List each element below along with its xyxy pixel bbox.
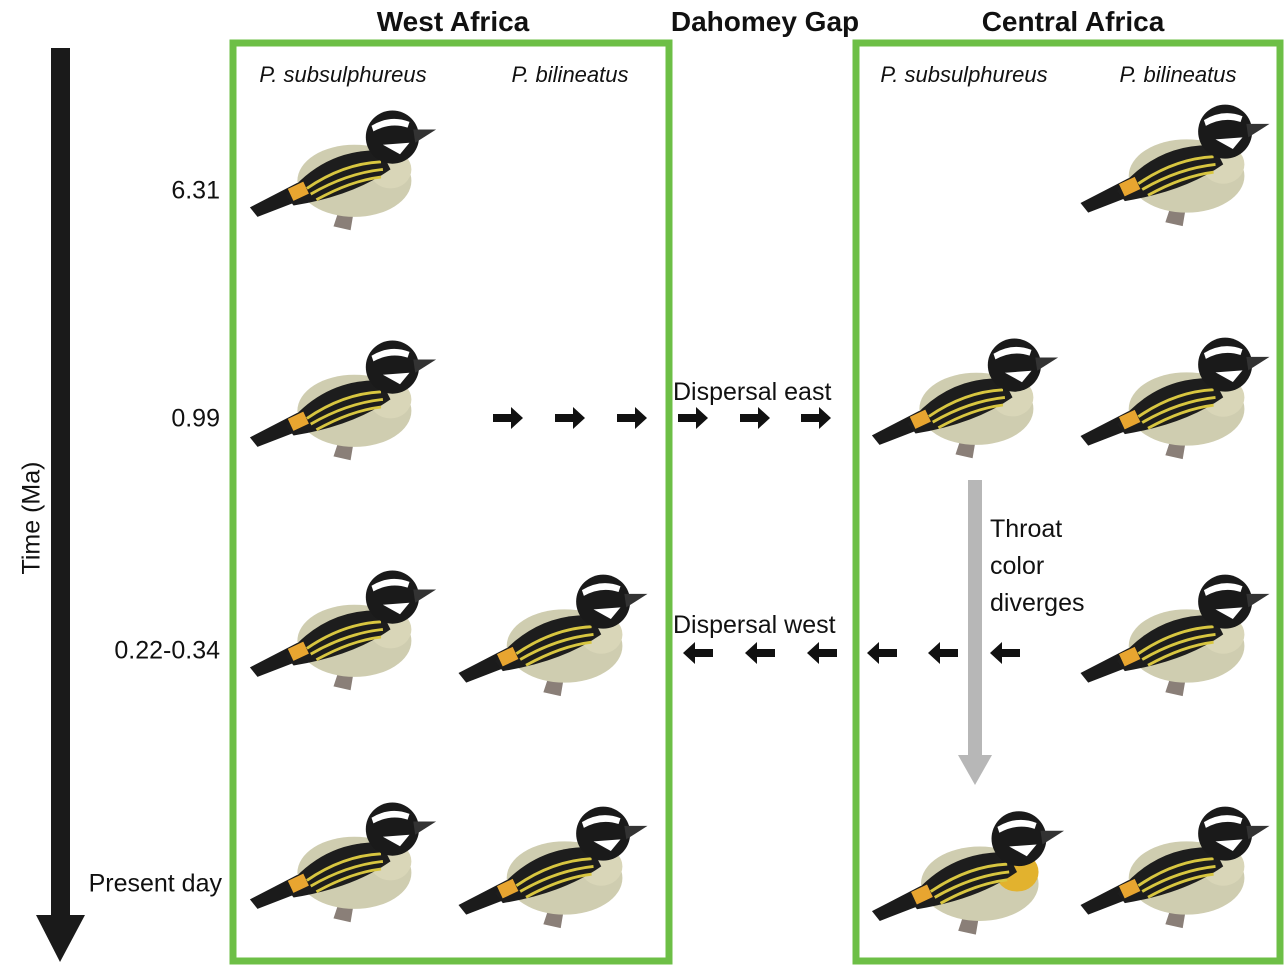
species-label: P. subsulphureus [259,62,426,87]
time-label: Present day [89,870,223,898]
bird [870,337,1060,460]
bird [457,573,649,698]
bird [870,809,1066,937]
species-label: P. subsulphureus [880,62,1047,87]
bird [1079,573,1271,698]
annotation: diverges [990,589,1085,617]
bird [1079,103,1271,228]
annotation: Throat [990,515,1062,543]
region-box [229,39,673,965]
species-label: P. bilineatus [511,62,628,87]
species-label: P. bilineatus [1119,62,1236,87]
bird [248,339,438,462]
time-label: 0.22-0.34 [114,637,220,665]
annotation: Dispersal east [673,378,831,406]
region-title: Central Africa [982,6,1165,37]
divergence-arrow [968,480,982,755]
bird [248,109,438,232]
region-title: Dahomey Gap [671,6,859,37]
divergence-arrowhead [958,755,992,785]
bird [248,569,438,692]
region-box [852,39,1284,965]
bird [1079,336,1271,461]
bird [248,801,438,924]
time-label: 0.99 [171,405,220,433]
bird [1079,805,1271,930]
annotation: Dispersal west [673,611,836,639]
bird [457,805,649,930]
annotation: color [990,552,1044,580]
axis-label: Time (Ma) [18,462,46,575]
region-title: West Africa [377,6,530,37]
birds [248,103,1271,937]
dispersal-east-arrows [493,407,831,429]
dispersal-west-arrows [683,642,1020,664]
time-label: 6.31 [171,177,220,205]
